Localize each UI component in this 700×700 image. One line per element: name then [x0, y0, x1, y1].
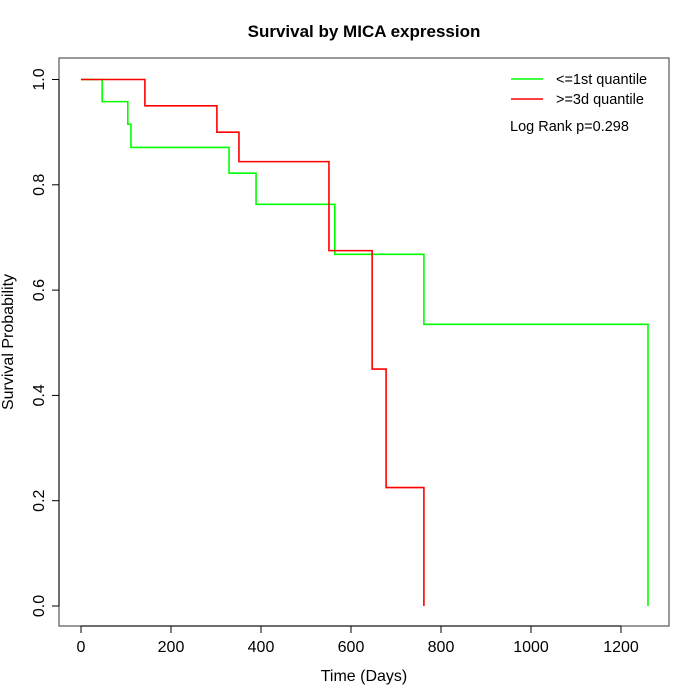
plot-frame [58, 57, 670, 627]
x-tick-label: 400 [248, 639, 275, 656]
y-axis-label: Survival Probability [0, 274, 17, 410]
y-tick-label: 1.0 [31, 68, 48, 90]
legend-label: <=1st quantile [556, 72, 647, 88]
y-tick-label: 0.4 [31, 384, 48, 406]
y-tick-label: 0.8 [31, 174, 48, 196]
y-axis: 0.0 0.2 0.4 0.6 0.8 1.0 [31, 68, 60, 617]
x-tick-label: 600 [338, 639, 365, 656]
legend: <=1st quantile >=3d quantile [511, 72, 647, 108]
y-tick-label: 0.6 [31, 279, 48, 301]
x-axis-label: Time (Days) [321, 668, 408, 685]
x-tick-label: 1000 [513, 639, 549, 656]
log-rank-annotation: Log Rank p=0.298 [510, 119, 629, 135]
legend-label: >=3d quantile [556, 92, 644, 108]
x-tick-label: 200 [158, 639, 185, 656]
x-tick-label: 800 [428, 639, 455, 656]
chart-title: Survival by MICA expression [248, 22, 481, 41]
y-tick-label: 0.0 [31, 595, 48, 617]
x-tick-label: 0 [77, 639, 86, 656]
survival-curve-low [81, 78, 649, 606]
y-tick-label: 0.2 [31, 489, 48, 511]
x-axis: 0 200 400 600 800 1000 1200 [77, 625, 639, 656]
series-layer [80, 78, 649, 607]
x-tick-label: 1200 [603, 639, 639, 656]
survival-curve-high [81, 78, 425, 606]
